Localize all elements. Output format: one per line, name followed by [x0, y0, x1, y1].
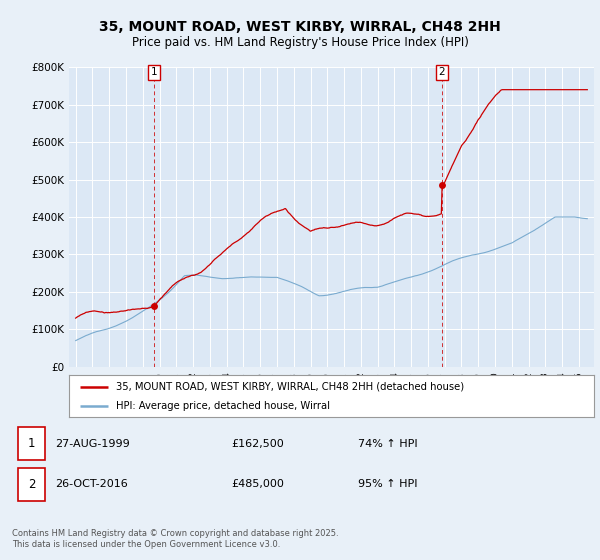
Text: 1: 1 — [151, 67, 157, 77]
Text: 2: 2 — [28, 478, 35, 491]
Text: 35, MOUNT ROAD, WEST KIRBY, WIRRAL, CH48 2HH: 35, MOUNT ROAD, WEST KIRBY, WIRRAL, CH48… — [99, 20, 501, 34]
Text: 26-OCT-2016: 26-OCT-2016 — [55, 479, 128, 489]
Text: Price paid vs. HM Land Registry's House Price Index (HPI): Price paid vs. HM Land Registry's House … — [131, 36, 469, 49]
Text: 95% ↑ HPI: 95% ↑ HPI — [358, 479, 417, 489]
Bar — [18, 427, 46, 460]
Text: £162,500: £162,500 — [231, 438, 284, 449]
Text: 35, MOUNT ROAD, WEST KIRBY, WIRRAL, CH48 2HH (detached house): 35, MOUNT ROAD, WEST KIRBY, WIRRAL, CH48… — [116, 382, 464, 392]
Text: 27-AUG-1999: 27-AUG-1999 — [55, 438, 130, 449]
Text: HPI: Average price, detached house, Wirral: HPI: Average price, detached house, Wirr… — [116, 402, 330, 411]
Text: £485,000: £485,000 — [231, 479, 284, 489]
Bar — [18, 468, 46, 501]
Text: 74% ↑ HPI: 74% ↑ HPI — [358, 438, 417, 449]
Text: 2: 2 — [439, 67, 445, 77]
Text: Contains HM Land Registry data © Crown copyright and database right 2025.
This d: Contains HM Land Registry data © Crown c… — [12, 529, 338, 549]
Text: 1: 1 — [28, 437, 35, 450]
